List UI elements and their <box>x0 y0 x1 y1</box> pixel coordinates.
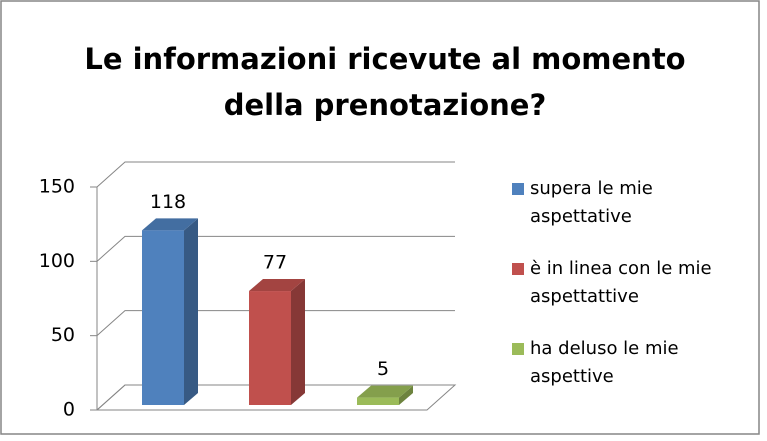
bar-top <box>249 279 305 292</box>
bar-top <box>142 218 198 231</box>
legend-swatch <box>512 343 524 355</box>
bar <box>142 230 184 405</box>
bar <box>249 291 291 405</box>
data-label: 5 <box>377 358 389 380</box>
grid-line <box>96 235 455 262</box>
y-tick-label: 150 <box>39 176 75 198</box>
legend-swatch <box>512 263 524 275</box>
bar-side <box>291 279 305 405</box>
y-tick-label: 0 <box>63 399 75 421</box>
y-tick-label: 100 <box>39 250 75 272</box>
bar <box>357 397 399 405</box>
legend-item: è in linea con le mie aspettattive <box>512 255 730 311</box>
legend-item: supera le mie aspettative <box>512 175 730 231</box>
legend-label: supera le mie aspettative <box>530 178 653 227</box>
grid-line <box>96 384 455 411</box>
chart-title: Le informazioni ricevute al momento dell… <box>84 42 686 122</box>
data-label: 118 <box>150 191 186 213</box>
legend-item: ha deluso le mie aspettive <box>512 335 730 391</box>
y-tick-label: 50 <box>51 324 75 346</box>
legend-label: è in linea con le mie aspettattive <box>530 258 712 307</box>
grid-line <box>96 161 455 188</box>
legend-swatch <box>512 183 524 195</box>
legend-label: ha deluso le mie aspettive <box>530 338 679 387</box>
grid-line <box>96 310 455 337</box>
data-label: 77 <box>263 252 287 274</box>
bar-side <box>184 218 198 405</box>
bar-top <box>357 385 413 398</box>
chart-border <box>0 0 760 435</box>
bar-side <box>399 385 413 405</box>
